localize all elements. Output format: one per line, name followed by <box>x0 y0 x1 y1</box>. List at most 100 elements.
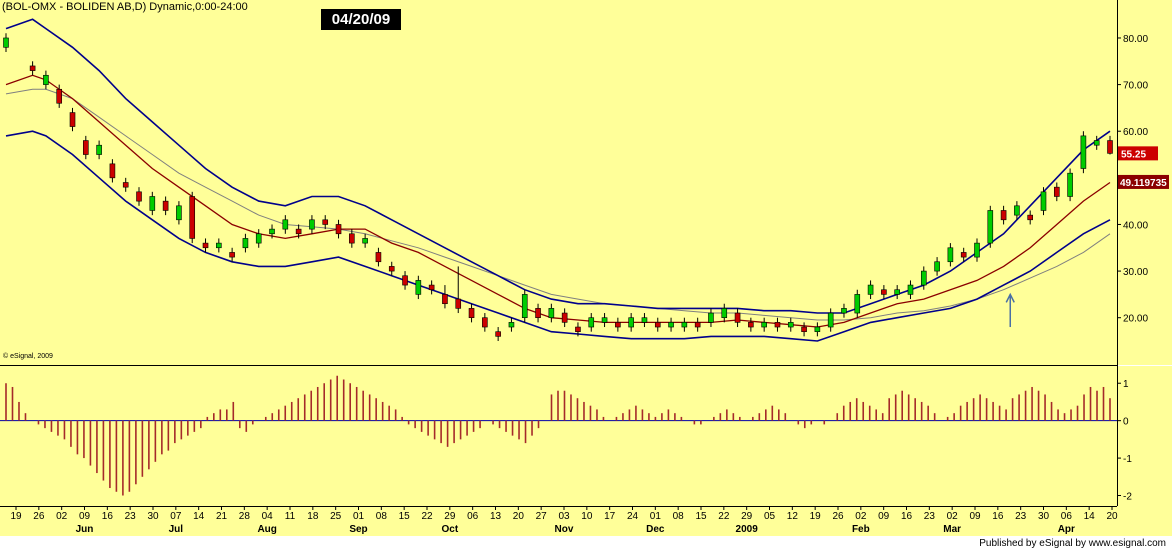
price-tick-label: 20.00 <box>1123 314 1148 325</box>
time-tick-label: 02 <box>56 511 68 522</box>
time-tick-label: 01 <box>353 511 365 522</box>
down-candle <box>162 200 169 211</box>
up-candle <box>1093 140 1100 146</box>
time-tick-label: 30 <box>1038 511 1050 522</box>
up-candle <box>974 242 980 258</box>
price-panel <box>0 0 1117 365</box>
down-candle <box>428 284 435 291</box>
down-candle <box>349 233 355 244</box>
time-tick-label: 07 <box>170 511 182 522</box>
time-tick-label: 04 <box>262 511 274 522</box>
time-tick-label: 03 <box>558 511 570 522</box>
time-tick-label: 24 <box>627 511 639 522</box>
oscillator-panel <box>0 366 1117 506</box>
time-tick-label: 12 <box>787 511 799 522</box>
slow-ma-line <box>5 88 1111 321</box>
time-tick-label: 16 <box>992 511 1004 522</box>
time-tick-label: 20 <box>513 511 525 522</box>
up-candle <box>309 219 315 230</box>
time-tick-label: 22 <box>718 511 730 522</box>
price-tick-label: 80.00 <box>1123 34 1148 45</box>
up-candle <box>907 284 914 295</box>
time-tick-label: 10 <box>581 511 593 522</box>
oscillator-tick-label: 0 <box>1123 417 1129 428</box>
price-tick-label: 60.00 <box>1123 127 1148 138</box>
down-candle <box>83 140 89 155</box>
price-tick-label: 30.00 <box>1123 267 1148 278</box>
time-tick-label: 17 <box>604 511 616 522</box>
up-candle <box>176 205 182 221</box>
up-candle <box>854 294 861 314</box>
down-candle <box>774 322 781 328</box>
down-candle <box>442 294 448 305</box>
down-candle <box>455 298 462 309</box>
chart-title: (BOL-OMX - BOLIDEN AB,D) Dynamic,0:00-24… <box>2 1 248 13</box>
up-candle <box>628 317 634 328</box>
down-candle <box>960 252 967 258</box>
up-candle <box>1080 135 1087 169</box>
month-label: Sep <box>349 524 367 535</box>
time-tick-label: 23 <box>125 511 137 522</box>
up-candle <box>216 242 222 249</box>
footer-area <box>0 536 1172 550</box>
time-tick-label: 22 <box>421 511 433 522</box>
lower-band-line <box>5 130 1111 342</box>
time-tick-label: 09 <box>969 511 981 522</box>
up-candle <box>827 312 834 328</box>
time-tick-label: 09 <box>79 511 91 522</box>
month-label: Oct <box>441 524 458 535</box>
up-candle <box>987 210 994 244</box>
up-candle <box>841 308 847 314</box>
up-candle <box>787 322 794 328</box>
month-label: Aug <box>257 524 276 535</box>
down-candle <box>322 219 329 225</box>
arrow-head-icon <box>1005 292 1015 303</box>
time-tick-label: 06 <box>1061 511 1073 522</box>
up-candle <box>149 196 156 211</box>
time-tick-label: 02 <box>947 511 959 522</box>
time-tick-label: 26 <box>832 511 844 522</box>
up-candle <box>548 308 555 319</box>
time-tick-label: 16 <box>901 511 913 522</box>
up-candle <box>601 317 608 323</box>
down-candle <box>29 65 36 71</box>
time-tick-label: 13 <box>490 511 502 522</box>
oscillator-tick-label: 1 <box>1123 379 1129 390</box>
time-tick-label: 14 <box>193 511 205 522</box>
down-candle <box>56 88 63 104</box>
time-tick-label: 19 <box>10 511 22 522</box>
oscillator-tick-label: -2 <box>1123 492 1132 503</box>
up-candle <box>681 322 688 328</box>
down-candle <box>69 112 76 127</box>
up-candle <box>282 219 289 230</box>
up-candle <box>362 238 368 244</box>
down-candle <box>482 317 488 328</box>
time-tick-label: 16 <box>102 511 114 522</box>
down-candle <box>202 242 209 249</box>
time-axis-area <box>0 506 1172 536</box>
month-label: 2009 <box>736 524 759 535</box>
down-candle <box>136 191 142 202</box>
time-tick-label: 15 <box>399 511 411 522</box>
time-tick-label: 26 <box>33 511 45 522</box>
month-label: Mar <box>943 524 961 535</box>
up-candle <box>708 312 714 323</box>
down-candle <box>654 322 661 328</box>
publisher-footer: Published by eSignal by www.esignal.com <box>979 538 1166 549</box>
up-candle <box>521 294 528 319</box>
down-candle <box>388 266 395 272</box>
up-candle <box>415 280 422 295</box>
down-candle <box>295 228 302 235</box>
up-candle <box>1067 172 1073 197</box>
month-label: Nov <box>555 524 574 535</box>
time-tick-label: 08 <box>376 511 388 522</box>
time-tick-label: 29 <box>444 511 456 522</box>
time-tick-label: 18 <box>307 511 319 522</box>
month-label: Feb <box>852 524 870 535</box>
up-candle <box>641 317 648 323</box>
up-candle <box>3 37 9 48</box>
ma-value-tag <box>1118 174 1169 189</box>
down-candle <box>335 224 342 235</box>
down-candle <box>229 252 235 258</box>
